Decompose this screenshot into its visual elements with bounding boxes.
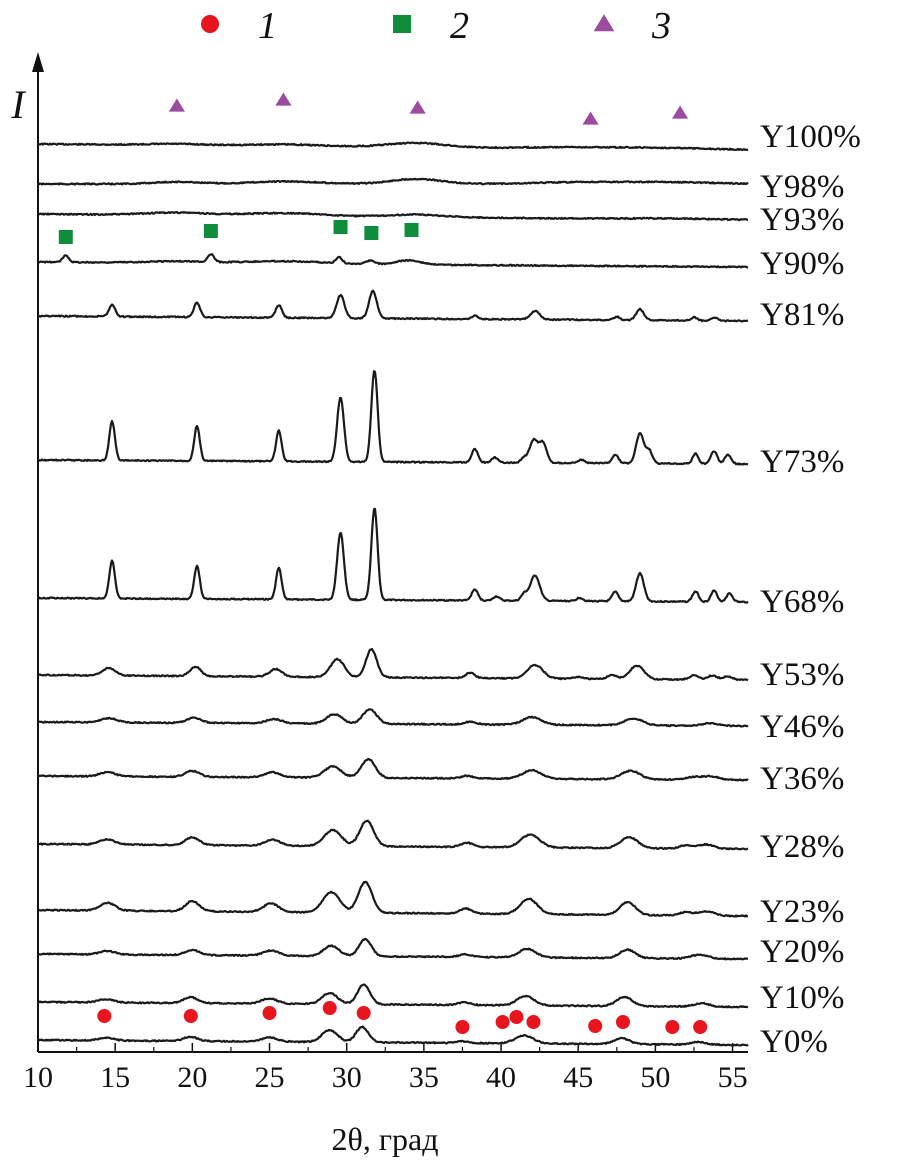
legend-label: 3 [651,5,671,47]
series-line-y98pct [37,177,749,186]
marker-circle [495,1015,510,1029]
marker-circle [262,1006,277,1020]
series-line-y20pct [37,937,749,961]
series-label: Y100% [760,119,861,155]
x-tick-label: 50 [640,1061,670,1094]
marker-circle [665,1020,680,1034]
series-line-y36pct [37,757,749,782]
marker-circle [693,1020,708,1034]
legend-marker-square [393,15,411,33]
series-label: Y98% [760,169,844,205]
marker-square [364,226,379,240]
legend-marker-triangle [593,14,615,32]
x-axis-label: 2θ, град [332,1121,439,1157]
marker-circle [97,1009,112,1023]
series-line-y53pct [37,647,749,682]
series-line-y93pct [37,210,749,222]
marker-circle [615,1015,630,1029]
marker-square [333,220,348,234]
x-tick-label: 15 [100,1061,130,1094]
series-line-y68pct [37,507,749,604]
series-line-y81pct [37,289,749,323]
series-label: Y46% [760,709,844,745]
marker-circle [588,1019,603,1033]
marker-square [404,223,419,237]
marker-circle [455,1020,470,1034]
marker-circle [526,1015,541,1029]
legend-label: 2 [450,5,469,47]
axes [32,52,748,1053]
x-tick-label: 45 [563,1061,593,1094]
legend-label: 1 [258,5,277,47]
marker-triangle [275,92,292,106]
x-tick-label: 10 [23,1061,53,1094]
marker-circle [509,1010,524,1024]
series-line-y73pct [37,370,749,466]
legend-marker-circle [201,15,219,33]
series-label: Y93% [760,202,844,238]
marker-triangle [409,100,426,114]
phase-markers [58,92,708,1034]
marker-square [58,230,73,244]
series-label: Y73% [760,444,844,480]
marker-triangle [582,111,599,125]
x-tick-label: 35 [409,1061,439,1094]
y-axis-arrow [32,52,44,72]
marker-circle [356,1006,371,1020]
series-label: Y28% [760,829,844,865]
x-tick-label: 55 [718,1061,748,1094]
marker-triangle [672,105,689,119]
marker-square [203,224,218,238]
x-tick-label: 25 [255,1061,285,1094]
series-label: Y53% [760,657,844,693]
series-line-y0pct [37,1025,749,1047]
x-tick-label: 40 [486,1061,516,1094]
series-line-y90pct [37,253,749,269]
series-label: Y90% [760,246,844,282]
series-label: Y36% [760,761,844,797]
x-tick-label: 30 [332,1061,362,1094]
series-label: Y0% [760,1024,828,1060]
marker-circle [322,1001,337,1015]
series-label: Y68% [760,584,844,620]
y-axis-label: I [10,82,26,127]
series-line-y23pct [37,880,749,918]
series-label: Y20% [760,934,844,970]
x-ticks: 10 15 20 25 30 35 40 45 50 55 [23,1043,748,1094]
series-label: Y81% [760,297,844,333]
series-line-y28pct [37,819,749,851]
series-line-y46pct [37,708,749,728]
x-tick-label: 20 [177,1061,207,1094]
series-label: Y23% [760,894,844,930]
legend: 1 2 3 [201,5,671,47]
marker-circle [183,1009,198,1023]
marker-triangle [168,98,185,112]
series-group: Y100% Y98%Y93% Y90% Y81% Y73% Y68% Y53% Y46% Y36… [37,119,861,1060]
series-line-y10pct [37,983,749,1009]
series-label: Y10% [760,980,844,1016]
series-line-y100pct [37,141,749,152]
